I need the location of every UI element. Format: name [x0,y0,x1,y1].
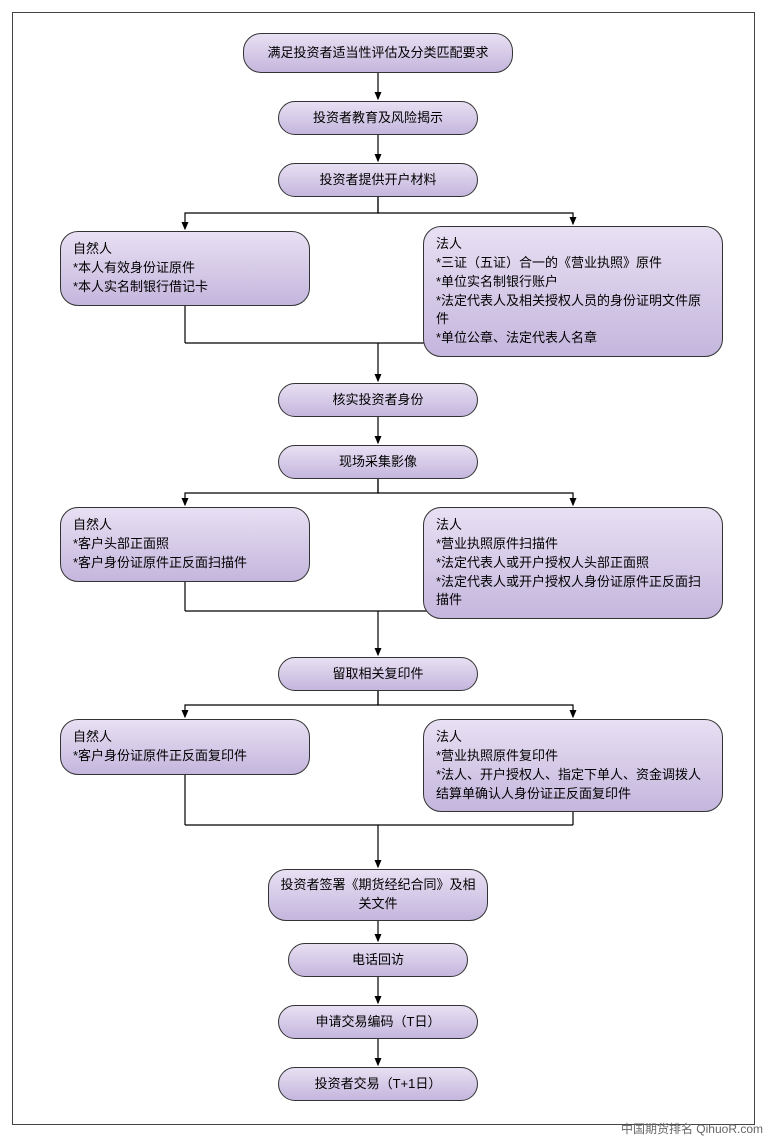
flowchart-node-n2: 投资者教育及风险揭示 [278,101,478,135]
flowchart-node-n10: 留取相关复印件 [278,657,478,691]
flowchart-node-n15: 申请交易编码（T日） [278,1005,478,1039]
flowchart-node-n6: 核实投资者身份 [278,383,478,417]
flowchart-node-n12: 法人*营业执照原件复印件*法人、开户授权人、指定下单人、资金调拨人结算单确认人身… [423,719,723,812]
node-text: 自然人*本人有效身份证原件*本人实名制银行借记卡 [73,240,208,297]
flowchart-node-n1: 满足投资者适当性评估及分类匹配要求 [243,33,513,73]
flowchart-node-n13: 投资者签署《期货经纪合同》及相关文件 [268,869,488,921]
flowchart-node-n9: 法人*营业执照原件扫描件*法定代表人或开户授权人头部正面照*法定代表人或开户授权… [423,507,723,619]
node-text: 满足投资者适当性评估及分类匹配要求 [267,44,488,63]
node-text: 法人*三证（五证）合一的《营业执照》原件*单位实名制银行账户*法定代表人及相关授… [436,235,710,348]
flowchart-node-n7: 现场采集影像 [278,445,478,479]
node-text: 投资者教育及风险揭示 [313,109,443,128]
watermark-text: 中国期货排名 QihuoR.com [621,1120,763,1137]
flowchart-node-n16: 投资者交易（T+1日） [278,1067,478,1101]
flowchart-node-n5: 法人*三证（五证）合一的《营业执照》原件*单位实名制银行账户*法定代表人及相关授… [423,226,723,357]
flowchart-node-n14: 电话回访 [288,943,468,977]
node-text: 法人*营业执照原件复印件*法人、开户授权人、指定下单人、资金调拨人结算单确认人身… [436,728,710,803]
node-text: 申请交易编码（T日） [316,1013,441,1032]
node-text: 投资者交易（T+1日） [315,1075,442,1094]
flowchart-node-n4: 自然人*本人有效身份证原件*本人实名制银行借记卡 [60,231,310,306]
node-text: 法人*营业执照原件扫描件*法定代表人或开户授权人头部正面照*法定代表人或开户授权… [436,516,710,610]
node-text: 投资者提供开户材料 [319,171,436,190]
node-text: 现场采集影像 [339,453,417,472]
node-text: 核实投资者身份 [332,391,423,410]
flowchart-node-n3: 投资者提供开户材料 [278,163,478,197]
node-text: 投资者签署《期货经纪合同》及相关文件 [279,876,477,914]
node-text: 自然人*客户身份证原件正反面复印件 [73,728,247,766]
flowchart-canvas: 满足投资者适当性评估及分类匹配要求投资者教育及风险揭示投资者提供开户材料自然人*… [12,12,755,1125]
node-text: 自然人*客户头部正面照*客户身份证原件正反面扫描件 [73,516,247,573]
node-text: 留取相关复印件 [332,665,423,684]
flowchart-node-n11: 自然人*客户身份证原件正反面复印件 [60,719,310,775]
flowchart-node-n8: 自然人*客户头部正面照*客户身份证原件正反面扫描件 [60,507,310,582]
node-text: 电话回访 [352,951,404,970]
